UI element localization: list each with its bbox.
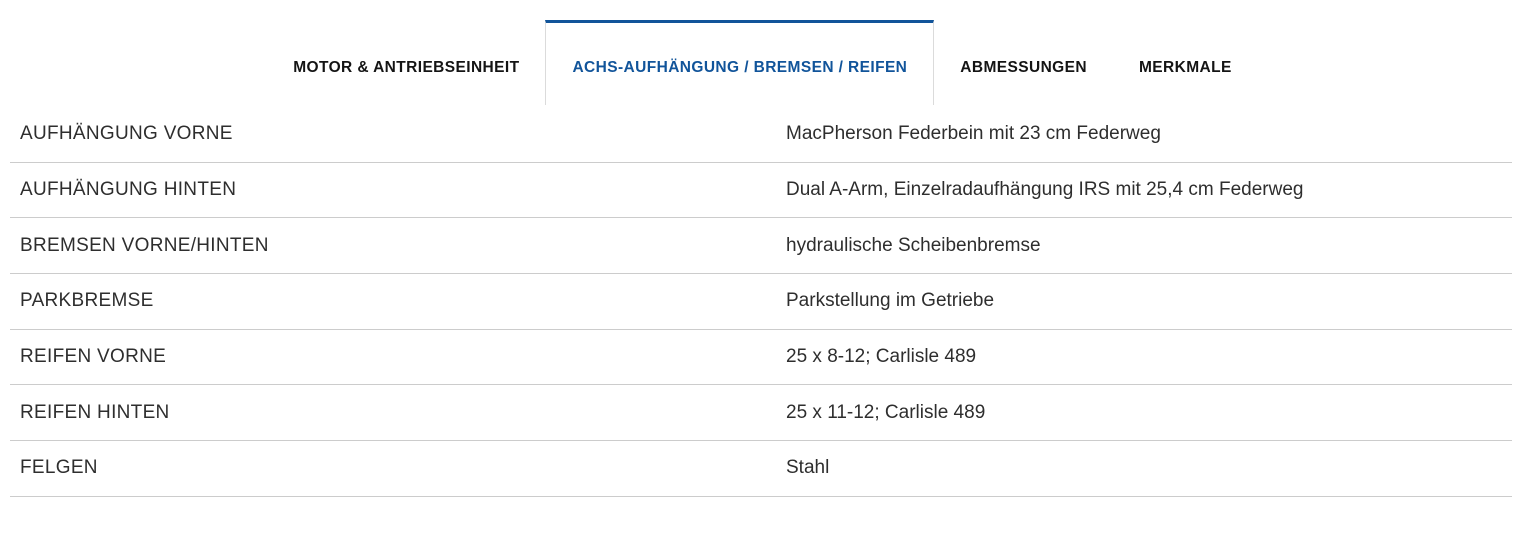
tab-merkmale[interactable]: MERKMALE xyxy=(1113,20,1258,105)
spec-row-label: AUFHÄNGUNG HINTEN xyxy=(20,179,237,201)
tab-abmessungen[interactable]: ABMESSUNGEN xyxy=(934,20,1113,105)
spec-row-reifen-hinten: REIFEN HINTEN 25 x 11-12; Carlisle 489 xyxy=(10,385,1512,442)
spec-table: AUFHÄNGUNG VORNE MacPherson Federbein mi… xyxy=(10,107,1512,497)
spec-row-aufhängung-hinten: AUFHÄNGUNG HINTEN Dual A-Arm, Einzelrada… xyxy=(10,163,1512,219)
spec-row-parkbremse: PARKBREMSE Parkstellung im Getriebe xyxy=(10,274,1512,330)
spec-row-felgen: FELGEN Stahl xyxy=(10,441,1512,497)
spec-row-value: 25 x 8-12; Carlisle 489 xyxy=(786,346,977,368)
spec-row-value: 25 x 11-12; Carlisle 489 xyxy=(786,401,986,423)
spec-row-label: REIFEN HINTEN xyxy=(20,401,170,423)
tab-label: MOTOR & ANTRIEBSEINHEIT xyxy=(293,59,520,76)
tab-label: ABMESSUNGEN xyxy=(960,59,1087,76)
spec-row-label: REIFEN VORNE xyxy=(20,346,167,368)
spec-tab-bar: MOTOR & ANTRIEBSEINHEIT ACHS-AUFHÄNGUNG … xyxy=(0,20,1525,105)
spec-row-reifen-vorne: REIFEN VORNE 25 x 8-12; Carlisle 489 xyxy=(10,330,1512,386)
spec-row-label: BREMSEN VORNE/HINTEN xyxy=(20,234,269,256)
tab-achs-aufhängung-bremsen-reifen[interactable]: ACHS-AUFHÄNGUNG / BREMSEN / REIFEN xyxy=(545,20,935,105)
spec-row-value: Dual A-Arm, Einzelradaufhängung IRS mit … xyxy=(786,179,1304,201)
spec-row-label: AUFHÄNGUNG VORNE xyxy=(20,123,233,145)
tab-motor-antriebseinheit[interactable]: MOTOR & ANTRIEBSEINHEIT xyxy=(267,20,545,105)
spec-row-label: PARKBREMSE xyxy=(20,290,154,312)
tab-label: MERKMALE xyxy=(1138,59,1232,76)
spec-row-label: FELGEN xyxy=(20,457,98,479)
spec-row-value: MacPherson Federbein mit 23 cm Federweg xyxy=(786,123,1161,145)
spec-row-value: Stahl xyxy=(786,457,830,479)
spec-row-bremsen-vorne-hinten: BREMSEN VORNE/HINTEN hydraulische Scheib… xyxy=(10,218,1512,275)
spec-row-value: Parkstellung im Getriebe xyxy=(786,290,995,312)
tab-label: ACHS-AUFHÄNGUNG / BREMSEN / REIFEN xyxy=(572,59,908,76)
spec-row-aufhängung-vorne: AUFHÄNGUNG VORNE MacPherson Federbein mi… xyxy=(10,107,1512,163)
spec-row-value: hydraulische Scheibenbremse xyxy=(786,234,1041,256)
